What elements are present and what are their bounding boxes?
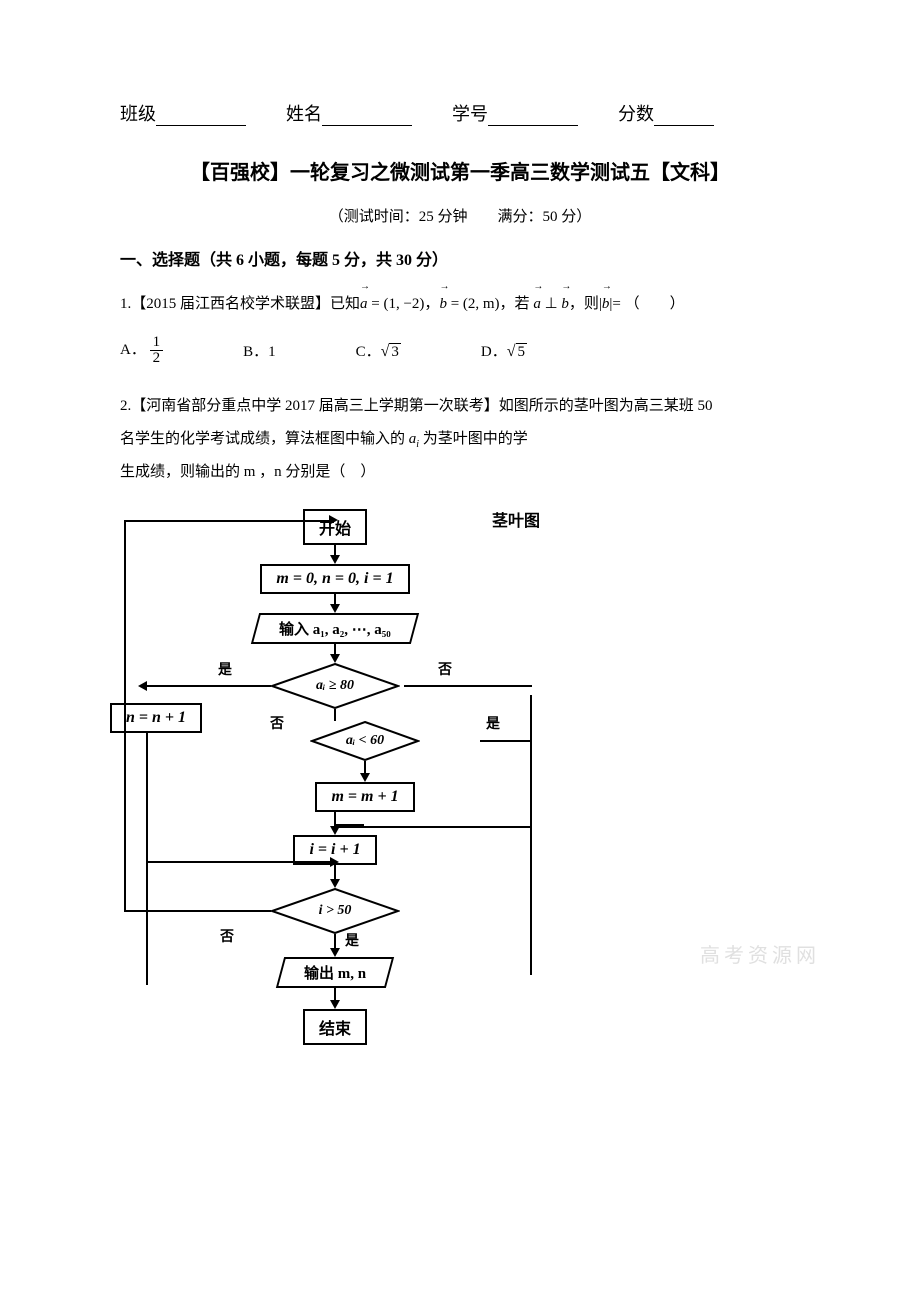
subtitle: （测试时间：25 分钟 满分：50 分） xyxy=(120,205,800,226)
fc-end: 结束 xyxy=(303,1009,367,1045)
option-b[interactable]: B．1 xyxy=(243,340,276,361)
watermark: 高考资源网 xyxy=(700,939,820,968)
option-c[interactable]: C．3 xyxy=(356,340,401,361)
vector-a-icon: a xyxy=(360,288,368,321)
fc-init: m = 0, n = 0, i = 1 xyxy=(260,564,409,594)
label-yes-2: 是 xyxy=(486,713,500,733)
label-no-2: 否 xyxy=(270,713,284,733)
question-1: 1.【2015 届江西名校学术联盟】已知a = (1, −2)，b = (2, … xyxy=(120,288,800,321)
option-d[interactable]: D．5 xyxy=(481,340,527,361)
fc-input: 输入 a₁, a₂, ⋯, a₅₀ xyxy=(251,613,419,644)
class-field[interactable]: 班级 xyxy=(120,100,246,126)
score-field[interactable]: 分数 xyxy=(618,100,714,126)
fc-output: 输出 m, n xyxy=(276,957,394,988)
section-header: 一、选择题（共 6 小题，每题 5 分，共 30 分） xyxy=(120,246,800,270)
fc-cond2: aᵢ < 60 xyxy=(310,721,420,761)
name-field[interactable]: 姓名 xyxy=(286,100,412,126)
label-yes-3: 是 xyxy=(345,930,359,950)
fc-m-inc: m = m + 1 xyxy=(315,782,414,812)
label-yes: 是 xyxy=(218,659,232,679)
flowchart: 茎叶图 高考资源网 开始 m = 0, n = 0, i = 1 输入 a₁, … xyxy=(130,509,540,1045)
id-field[interactable]: 学号 xyxy=(452,100,578,126)
vector-b-icon: b xyxy=(439,288,447,321)
question-1-options: A． 12 B．1 C．3 D．5 xyxy=(120,335,800,366)
document-title: 【百强校】一轮复习之微测试第一季高三数学测试五【文科】 xyxy=(120,156,800,185)
label-no: 否 xyxy=(438,659,452,679)
fc-cond3: i > 50 xyxy=(270,888,400,934)
question-2: 2.【河南省部分重点中学 2017 届高三上学期第一次联考】如图所示的茎叶图为高… xyxy=(120,390,800,489)
fc-cond1: aᵢ ≥ 80 xyxy=(270,663,400,709)
option-a[interactable]: A． 12 xyxy=(120,335,163,366)
header-fields: 班级 姓名 学号 分数 xyxy=(120,100,800,126)
